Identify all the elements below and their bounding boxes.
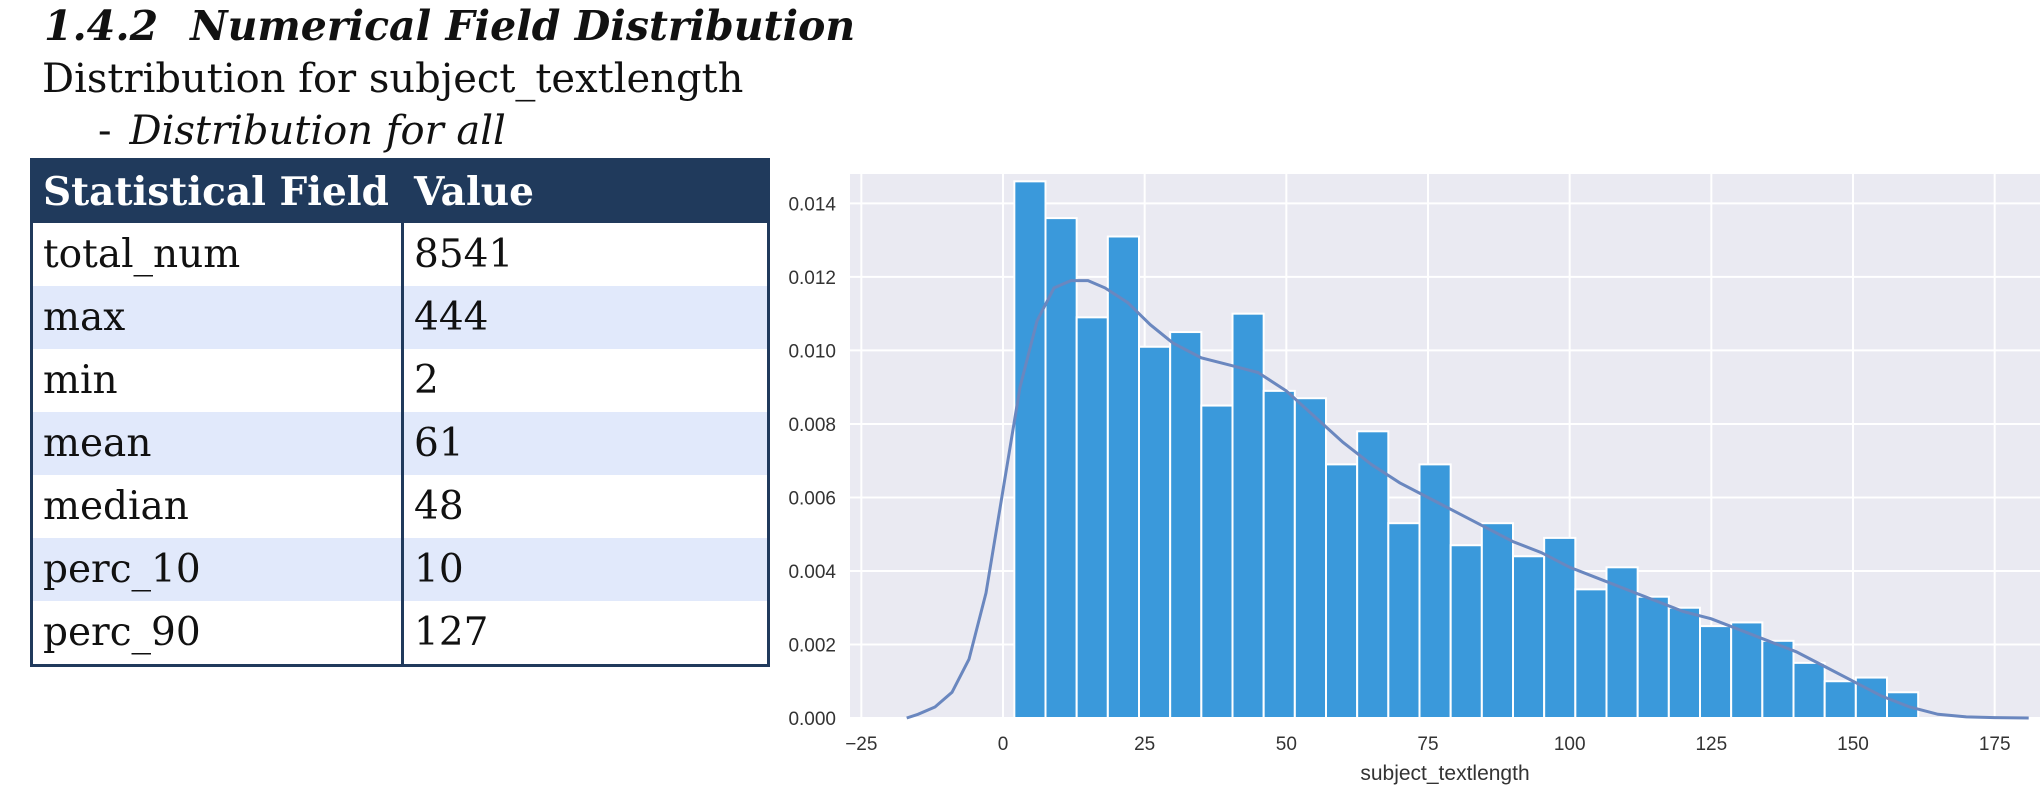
table-row: perc_10 10: [31, 538, 769, 601]
bullet-dash: -: [98, 108, 112, 154]
histogram-bar: [1293, 397, 1327, 719]
histogram-bar: [1325, 463, 1359, 720]
y-tick-label: 0.012: [788, 268, 836, 289]
section-title: Numerical Field Distribution: [190, 2, 856, 50]
histogram-bar: [1699, 625, 1733, 719]
histogram-bar: [1169, 331, 1203, 719]
header-statistical-field: Statistical Field: [31, 159, 404, 223]
histogram-bar: [1480, 522, 1514, 719]
field-cell: perc_90: [31, 601, 404, 666]
value-cell: 8541: [402, 223, 769, 286]
x-tick-labels: −25 0 25 50 75 100 125 150 175: [845, 734, 2010, 755]
histogram-chart: 0.000 0.002 0.004 0.006 0.008 0.010 0.012 0.014…: [788, 174, 2040, 785]
histogram-bar: [1013, 180, 1047, 719]
x-tick-label: 0: [998, 734, 1009, 755]
table-row: min 2: [31, 349, 769, 412]
histogram-bar: [1356, 430, 1390, 719]
histogram-bar: [1387, 522, 1421, 719]
bullet-text: Distribution for all: [129, 108, 506, 154]
section-number: 1.4.2: [44, 2, 159, 50]
kde-curve: [906, 279, 2029, 720]
field-cell: mean: [31, 412, 404, 475]
histogram-bar: [1200, 404, 1234, 719]
x-tick-label: 75: [1417, 734, 1438, 755]
histogram-bar: [1761, 639, 1795, 720]
table-row: total_num 8541: [31, 223, 769, 286]
field-cell: median: [31, 475, 404, 538]
x-tick-label: 25: [1134, 734, 1155, 755]
histogram-bar: [1262, 389, 1296, 719]
y-tick-label: 0.004: [788, 562, 836, 583]
field-cell: total_num: [31, 223, 404, 286]
field-cell: min: [31, 349, 404, 412]
histogram-bar: [1512, 555, 1546, 719]
value-cell: 48: [402, 475, 769, 538]
value-cell: 2: [402, 349, 769, 412]
x-axis-label: subject_textlength: [1360, 762, 1529, 785]
histogram-bar: [1792, 661, 1826, 720]
y-tick-label: 0.006: [788, 488, 836, 509]
y-tick-labels: 0.000 0.002 0.004 0.006 0.008 0.010 0.012 0.014: [788, 194, 836, 730]
x-tick-label: 50: [1276, 734, 1297, 755]
histogram-bar: [1449, 544, 1483, 720]
y-tick-label: 0.008: [788, 415, 836, 436]
x-tick-label: −25: [845, 734, 877, 755]
section-heading: 1.4.2 Numerical Field Distribution: [44, 2, 855, 50]
value-cell: 10: [402, 538, 769, 601]
histogram-bar: [1636, 595, 1670, 719]
histogram-bar: [1231, 312, 1265, 719]
distribution-subheading: Distribution for subject_textlength: [42, 56, 744, 102]
table-row: median 48: [31, 475, 769, 538]
x-tick-label: 100: [1554, 734, 1586, 755]
histogram-bar: [1543, 536, 1577, 720]
histogram-bar: [1044, 217, 1078, 720]
y-tick-label: 0.010: [788, 341, 836, 362]
y-tick-label: 0.000: [788, 709, 836, 730]
field-cell: perc_10: [31, 538, 404, 601]
bullet-item: - Distribution for all: [98, 108, 506, 154]
table-row: perc_90 127: [31, 601, 769, 666]
x-tick-label: 150: [1837, 734, 1869, 755]
value-cell: 444: [402, 286, 769, 349]
statistics-table: Statistical Field Value total_num 8541 m…: [30, 158, 770, 667]
x-tick-label: 125: [1695, 734, 1727, 755]
header-value: Value: [402, 159, 769, 223]
histogram-bar: [1605, 566, 1639, 719]
value-cell: 127: [402, 601, 769, 666]
field-cell: max: [31, 286, 404, 349]
histogram-bar: [1075, 316, 1109, 719]
x-tick-label: 175: [1979, 734, 2011, 755]
table-header-row: Statistical Field Value: [31, 159, 769, 223]
y-tick-label: 0.002: [788, 635, 836, 656]
histogram-bars: [1013, 180, 1920, 720]
histogram-bar: [1138, 345, 1172, 720]
y-tick-label: 0.014: [788, 194, 836, 215]
histogram-bar: [1667, 606, 1701, 720]
table-row: mean 61: [31, 412, 769, 475]
histogram-bar: [1574, 588, 1608, 719]
histogram-bar: [1823, 680, 1857, 719]
table-row: max 444: [31, 286, 769, 349]
value-cell: 61: [402, 412, 769, 475]
histogram-bar: [1886, 691, 1920, 719]
